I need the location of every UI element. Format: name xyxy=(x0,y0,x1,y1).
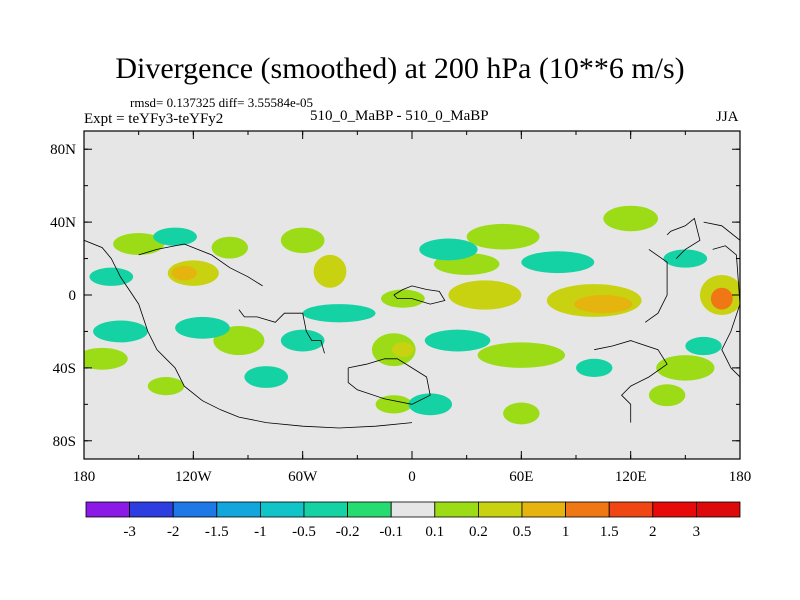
field-contour xyxy=(171,265,197,281)
field-contour xyxy=(685,336,722,356)
field-contour xyxy=(648,384,686,407)
field-contour xyxy=(466,223,540,250)
field-contour xyxy=(313,254,347,288)
field-contour xyxy=(419,238,478,261)
field-contour xyxy=(472,287,505,303)
rmsd-diff-label: rmsd= 0.137325 diff= 3.55584e-05 xyxy=(130,95,314,110)
coastline xyxy=(594,340,668,423)
field-contour xyxy=(175,316,230,339)
colorbar-label: 0.5 xyxy=(513,524,532,540)
y-tick-label: 40N xyxy=(50,215,76,231)
colorbar-label: -0.1 xyxy=(379,524,403,540)
field-contour xyxy=(574,295,633,314)
colorbar-box xyxy=(172,501,218,518)
colorbar-label: 1 xyxy=(562,524,570,540)
field-contour xyxy=(576,358,613,377)
colorbar-label: 0.1 xyxy=(425,524,444,540)
colorbar-label: 2 xyxy=(649,524,657,540)
colorbar-box xyxy=(477,501,523,518)
colorbar-box xyxy=(434,501,479,518)
colorbar-box xyxy=(390,501,436,518)
colorbar-box xyxy=(565,501,610,518)
field-contour xyxy=(113,233,165,255)
colorbar-box xyxy=(652,501,697,518)
field-contour xyxy=(375,395,412,414)
y-tick-label: 0 xyxy=(69,288,77,304)
colorbar-label: -0.2 xyxy=(336,524,360,540)
field-contour xyxy=(147,377,185,396)
field-contour xyxy=(213,325,265,356)
field-contour xyxy=(521,251,595,274)
coastline xyxy=(84,239,413,429)
field-contour xyxy=(244,366,289,388)
y-tick-label: 40S xyxy=(53,361,76,377)
field-contour xyxy=(211,236,248,259)
coastline xyxy=(712,245,740,378)
chart-title: Divergence (smoothed) at 200 hPa (10**6 … xyxy=(115,52,685,85)
field-contour xyxy=(503,402,540,425)
colorbar-box xyxy=(608,501,654,518)
x-tick-label: 60E xyxy=(509,469,533,485)
field-contour xyxy=(302,304,376,323)
field-contour xyxy=(656,355,715,381)
field-contour xyxy=(280,227,325,254)
colorbar-label: -0.5 xyxy=(292,524,316,540)
colorbar-label: 3 xyxy=(693,524,701,540)
colorbar-box xyxy=(85,501,130,518)
field-contour xyxy=(477,342,566,368)
field-contour xyxy=(280,329,325,352)
coastline xyxy=(238,309,325,354)
field-contour xyxy=(663,249,708,268)
field-contour xyxy=(603,205,659,232)
field-contour xyxy=(153,227,197,246)
colorbar-label: 1.5 xyxy=(600,524,619,540)
coastline-layer xyxy=(84,217,740,429)
field-contour xyxy=(93,320,148,343)
x-tick-label: 120W xyxy=(175,469,213,485)
field-contour xyxy=(710,287,733,310)
field-contour xyxy=(391,342,414,357)
case-label: 510_0_MaBP - 510_0_MaBP xyxy=(310,108,489,124)
colorbar-box xyxy=(696,501,741,518)
colorbar-box xyxy=(303,501,348,518)
experiment-label: Expt = teYFy3-teYFy2 xyxy=(84,111,224,127)
colorbar-label: 0.2 xyxy=(469,524,488,540)
coastline xyxy=(347,358,431,405)
colorbar-label: -1 xyxy=(254,524,267,540)
coastline xyxy=(703,221,740,241)
y-tick-label: 80N xyxy=(50,142,76,158)
field-contour xyxy=(424,329,491,352)
field-contour xyxy=(89,267,134,286)
colorbar-box xyxy=(216,501,261,518)
coastline xyxy=(393,285,446,305)
colorbar-label: -1.5 xyxy=(205,524,229,540)
coastline xyxy=(138,243,263,287)
colorbar: -3 -2 -1.5 -1 -0.5 -0.2 -0.1 0.1 0.2 0.5 1 1.5 2 3 xyxy=(85,501,741,540)
field-contour xyxy=(408,393,453,416)
colorbar-label: -3 xyxy=(123,524,136,540)
x-tick-label: 60W xyxy=(288,469,318,485)
colorbar-box xyxy=(259,501,305,518)
x-tick-label: 0 xyxy=(408,469,416,485)
colorbar-box xyxy=(347,501,392,518)
axes-layer: 180 120W 60W 0 60E 120E 180 80N 40N 0 40S 80S xyxy=(50,131,751,485)
colorbar-box xyxy=(129,501,174,518)
season-label: JJA xyxy=(716,109,739,125)
x-tick-label: 180 xyxy=(729,469,752,485)
x-tick-label: 180 xyxy=(73,469,96,485)
coastline xyxy=(644,249,668,323)
colorbar-box xyxy=(521,501,566,518)
x-tick-label: 120E xyxy=(615,469,647,485)
y-tick-label: 80S xyxy=(53,434,76,450)
coastline xyxy=(666,217,701,259)
colorbar-label: -2 xyxy=(167,524,180,540)
field-contour xyxy=(84,347,128,370)
